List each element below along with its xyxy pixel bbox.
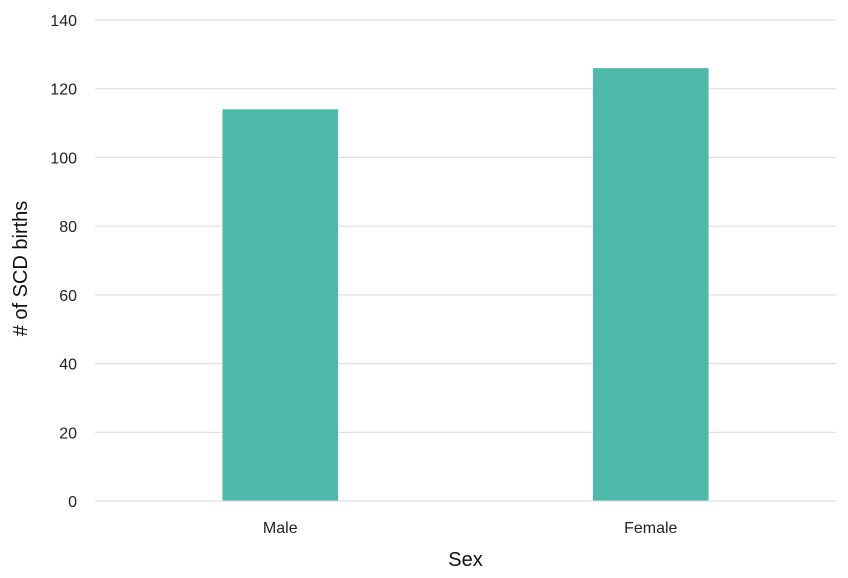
y-tick-label: 80 — [59, 219, 77, 236]
x-tick-label: Female — [624, 520, 677, 537]
y-tick-label: 60 — [59, 288, 77, 305]
gridlines — [95, 19, 836, 433]
y-axis-ticks: 0 20 40 60 80 100 120 140 — [50, 13, 77, 511]
y-tick-label: 0 — [68, 494, 77, 511]
x-tick-label: Male — [263, 520, 298, 537]
x-axis-title: Sex — [448, 549, 482, 571]
y-tick-label: 120 — [50, 82, 77, 99]
x-axis-ticks: Male Female — [263, 520, 678, 537]
y-tick-label: 20 — [59, 425, 77, 442]
y-tick-label: 100 — [50, 150, 77, 167]
y-tick-label: 40 — [59, 357, 77, 374]
bar-female — [592, 68, 709, 501]
bar-male — [222, 109, 339, 501]
y-tick-label: 140 — [50, 13, 77, 30]
y-axis-title: # of SCD births — [10, 201, 32, 337]
bars — [222, 68, 709, 501]
